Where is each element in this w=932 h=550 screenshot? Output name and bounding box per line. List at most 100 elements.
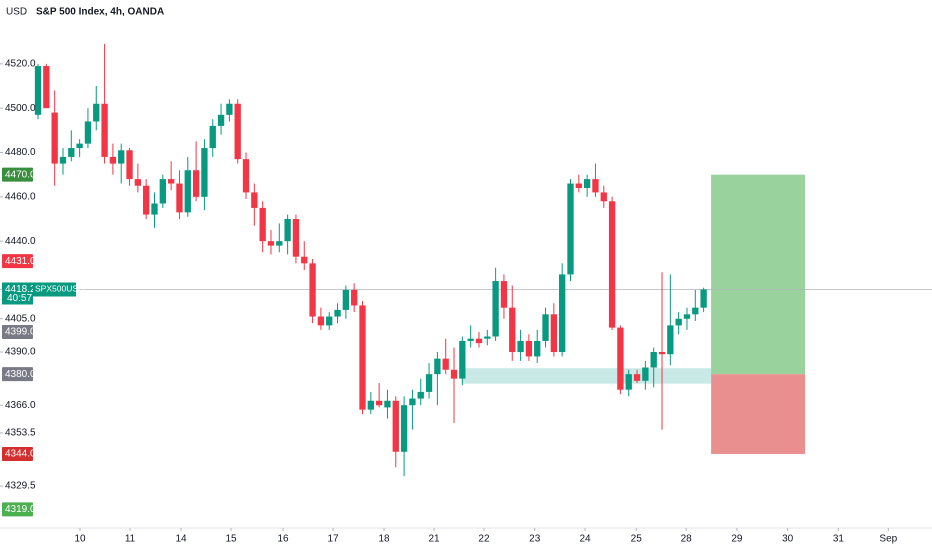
candle-body <box>334 309 341 317</box>
price-label: 4470.0 <box>5 169 36 180</box>
candle-body <box>217 114 225 126</box>
candle-body <box>209 125 216 149</box>
loss-zone <box>711 374 806 454</box>
y-tick-label: 4520.0 <box>5 58 36 69</box>
candle-body <box>109 156 117 164</box>
candle-body <box>550 314 558 352</box>
candle-body <box>59 156 67 164</box>
candle-body <box>559 274 566 352</box>
price-label-bg <box>2 254 33 269</box>
candle-body <box>359 305 366 410</box>
candle-body <box>234 103 241 160</box>
candle-body <box>608 201 616 328</box>
y-tick-label: 4500.0 <box>5 103 36 114</box>
candle-body <box>367 400 374 410</box>
candle-body <box>600 192 607 202</box>
x-tick-label: 24 <box>579 534 591 545</box>
candle-body <box>642 367 649 381</box>
candle-body <box>68 148 75 157</box>
x-tick-label: Sep <box>879 534 897 545</box>
symbol: SPX500USD <box>35 284 84 294</box>
candle-body <box>101 103 108 157</box>
currency: USD <box>6 7 27 18</box>
candle-body <box>201 148 208 197</box>
candle-body <box>267 241 275 246</box>
candle-body <box>658 352 666 355</box>
price-label-bg <box>2 167 33 182</box>
x-tick-label: 11 <box>125 534 136 545</box>
candle-body <box>567 183 574 275</box>
y-tick-label: 4353.5 <box>5 428 36 439</box>
price-label-bg <box>2 325 33 340</box>
x-tick-label: 22 <box>478 534 490 545</box>
x-tick-label: 10 <box>74 534 86 545</box>
candle-body <box>126 150 133 180</box>
candle-body <box>242 159 250 193</box>
candle-body <box>384 400 391 408</box>
y-tick-label: 4460.0 <box>5 191 36 202</box>
candle-body <box>617 327 624 390</box>
candle-body <box>525 340 533 357</box>
candle-body <box>317 316 325 326</box>
candle-body <box>683 314 691 319</box>
candle-body <box>151 203 158 215</box>
candle-body <box>118 150 125 164</box>
price-label: 4319.0 <box>5 504 36 515</box>
x-tick-label: 15 <box>225 534 237 545</box>
candle-body <box>633 374 641 381</box>
price-label-bg <box>2 502 33 517</box>
candle-body <box>375 400 383 406</box>
candle-body <box>251 192 258 208</box>
profit-zone <box>711 174 806 375</box>
countdown: 40:57 <box>7 293 32 304</box>
candle-body <box>159 179 166 204</box>
candle-body <box>51 112 58 164</box>
candle-body <box>667 325 674 355</box>
candle-body <box>650 352 657 368</box>
candle-body <box>84 121 92 144</box>
candle-body <box>309 263 316 317</box>
price-label: 4344.0 <box>5 449 36 460</box>
candle-body <box>692 307 699 315</box>
price-label-bg <box>2 367 33 382</box>
price-label: 4431.0 <box>5 256 36 267</box>
candle-body <box>392 400 399 452</box>
candle-body <box>459 340 466 379</box>
candle-body <box>417 391 424 399</box>
candle-body <box>34 66 42 115</box>
candle-body <box>434 358 441 375</box>
candle-body <box>542 314 549 341</box>
y-tick-label: 4390.0 <box>5 347 36 358</box>
candle-body <box>425 374 433 392</box>
candle-body <box>575 183 582 188</box>
x-tick-label: 25 <box>631 534 643 545</box>
candle-body <box>259 207 266 242</box>
x-tick-label: 14 <box>175 534 187 545</box>
candle-body <box>76 143 83 149</box>
y-tick-label: 4366.0 <box>5 400 36 411</box>
price-label: 4380.0 <box>5 369 36 380</box>
candle-body <box>184 170 191 213</box>
candle-body <box>167 179 175 184</box>
candle-body <box>492 281 499 337</box>
candle-body <box>226 103 233 115</box>
candle-body <box>192 170 200 197</box>
candle-body <box>292 219 300 257</box>
candle-body <box>342 289 350 310</box>
chart-title: S&P 500 Index, 4h, OANDA <box>36 7 164 18</box>
y-tick-label: 4480.0 <box>5 147 36 158</box>
current-badge-bg <box>2 282 33 305</box>
candle-body <box>675 318 682 326</box>
x-tick-label: 21 <box>428 534 440 545</box>
candle-body <box>534 340 541 357</box>
candle-body <box>284 219 291 242</box>
candle-body <box>484 336 491 339</box>
current-price: 4418.2 <box>5 284 36 295</box>
candle-body <box>93 103 100 122</box>
y-tick-label: 4405.0 <box>5 313 36 324</box>
candle-body <box>625 374 632 390</box>
candle-body <box>276 241 283 246</box>
candle-body <box>400 405 408 452</box>
candle-body <box>134 179 142 186</box>
